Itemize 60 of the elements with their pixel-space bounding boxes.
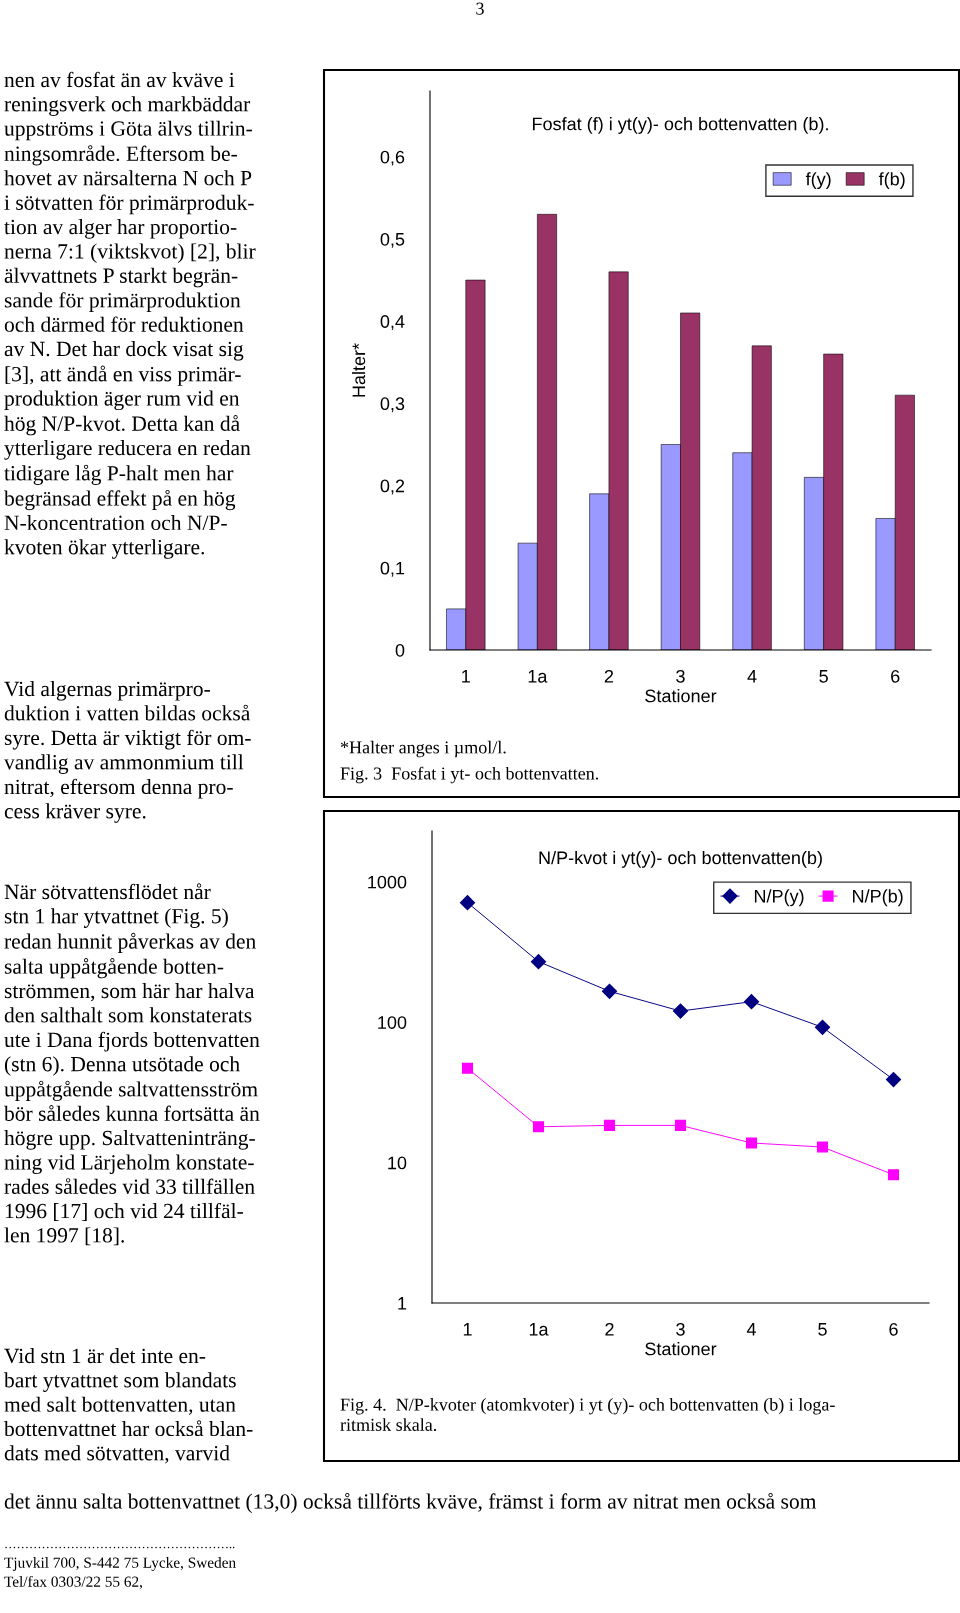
x-tick-label: 2 — [605, 1322, 614, 1336]
text: N/P-kvot i yt(y)- och bottenvatten(b) — [539, 850, 822, 868]
y-tick-label: 100 — [378, 1016, 407, 1029]
x-tick-label: 5 — [819, 670, 828, 683]
point — [745, 1137, 758, 1149]
text: ……………………………………………….. — [5, 1546, 235, 1549]
x-tick-label: 4 — [746, 1323, 756, 1336]
text: 3 — [476, 2, 484, 15]
point — [885, 1072, 902, 1088]
text: Tjuvkil 700, S-442 75 Lycke, Sweden — [4, 1557, 236, 1571]
y-tick-label: 10 — [388, 1156, 407, 1170]
x-tick-label: 3 — [676, 1322, 685, 1336]
x-tick-label: 3 — [676, 669, 685, 683]
point — [603, 1119, 616, 1131]
text: det ännu salta bottenvattnet (13,0) också tillförts kväve, främst i form av nitrat men också som — [4, 1492, 817, 1514]
y-tick-label: 0 — [395, 643, 405, 657]
text: Fosfat (f) i yt(y)- och bottenvatten (b). — [532, 117, 828, 134]
x-tick-label: 1 — [462, 670, 470, 683]
x-tick-label: 6 — [891, 669, 900, 683]
point — [674, 1119, 687, 1131]
y-axis-title: Halter* — [351, 343, 366, 397]
x-tick-label: 6 — [889, 1322, 898, 1336]
x-tick-label: 4 — [747, 670, 757, 683]
y-tick-label: 0,6 — [380, 150, 405, 166]
x-tick-label: 5 — [818, 1323, 827, 1336]
x-tick-label: 1a — [528, 670, 548, 683]
point — [461, 1062, 474, 1074]
y-tick-label: 0,5 — [380, 232, 405, 248]
x-tick-label: 2 — [604, 669, 614, 683]
text: Vid stn 1 är det inte en- bart ytvattnet som blandats med salt bottenvatten, utan bottenvattnet har också blan- dats med sötvatten, varvid — [4, 1348, 253, 1464]
point — [459, 895, 476, 911]
y-tick-label: 0,3 — [380, 397, 405, 413]
text: Vid algernas primärpro- duktion i vatten bildas också syre. Detta är viktigt för om- vandlig av ammonmium till nitrat, eftersom denna pro- cess kräver syre. — [4, 681, 251, 823]
y-tick-label: 0,1 — [380, 561, 405, 577]
x-axis-title: Stationer — [645, 1342, 717, 1356]
legend-label: N/P(b) — [853, 889, 903, 907]
text: När sötvattensflödet når stn 1 har ytvattnet (Fig. 5) redan hunnit påverkas av den salta uppåtgående botten- strömmen, som här har halva den salthalt som konstaterats ute i Dana fjords bottenvatten (stn 6). Denna utsötade och uppåtgående saltvattensström bör således kunna fortsätta än högre upp. Saltvatteninträng- ning vid Lärjeholm konstate- rades således vid 33 tillfällen 1996 [17] och vid 24 tillfäl- len 1997 [18]. — [4, 883, 260, 1246]
x-tick-label: 1a — [529, 1323, 549, 1336]
x-tick-label: 1 — [463, 1323, 472, 1336]
point — [887, 1169, 900, 1181]
y-tick-label: 0,2 — [380, 479, 405, 495]
text: nen av fosfat än av kväve i reningsverk och markbäddar uppströms i Göta älvs tillrin- ningsområde. Eftersom be- hovet av närsalterna N och P i sötvatten för primärproduk- tion av alger har proportio- nerna 7:1 (viktskvot) [2], blir älvvattnets P starkt begrän- sande för primärproduktion och därmed för reduktionen av N. Det har dock visat sig [3], att ändå en viss primär- produktion äger rum vid en hög N/P-kvot. Detta kan då ytterligare reducera en redan tidigare låg P-halt men har begränsad effekt på en hög N-koncentration och N/P- kvoten ökar ytterligare. — [4, 71, 256, 559]
legend-label: f(b) — [878, 172, 905, 189]
caption: Fig. 3 Fosfat i yt- och bottenvatten. — [340, 766, 599, 784]
y-tick-label: 1 — [398, 1297, 407, 1310]
y-tick-label: 1000 — [368, 875, 407, 889]
x-axis-title: Stationer — [645, 689, 717, 703]
text: *Halter anges i µmol/l. — [340, 740, 506, 758]
point — [601, 983, 618, 999]
point — [816, 1141, 829, 1153]
point — [743, 994, 760, 1010]
point — [532, 1121, 545, 1133]
point — [814, 1019, 831, 1035]
text: Tel/fax 0303/22 55 62, — [4, 1575, 142, 1590]
point — [530, 954, 547, 970]
y-tick-label: 0,4 — [380, 315, 405, 331]
legend-label: N/P(y) — [754, 889, 804, 907]
point — [672, 1003, 689, 1019]
legend-label: f(y) — [805, 172, 831, 190]
caption: Fig. 4. N/P-kvoter (atomkvoter) i yt (y)- och bottenvatten (b) i loga- ritmisk skala. — [340, 1398, 835, 1431]
